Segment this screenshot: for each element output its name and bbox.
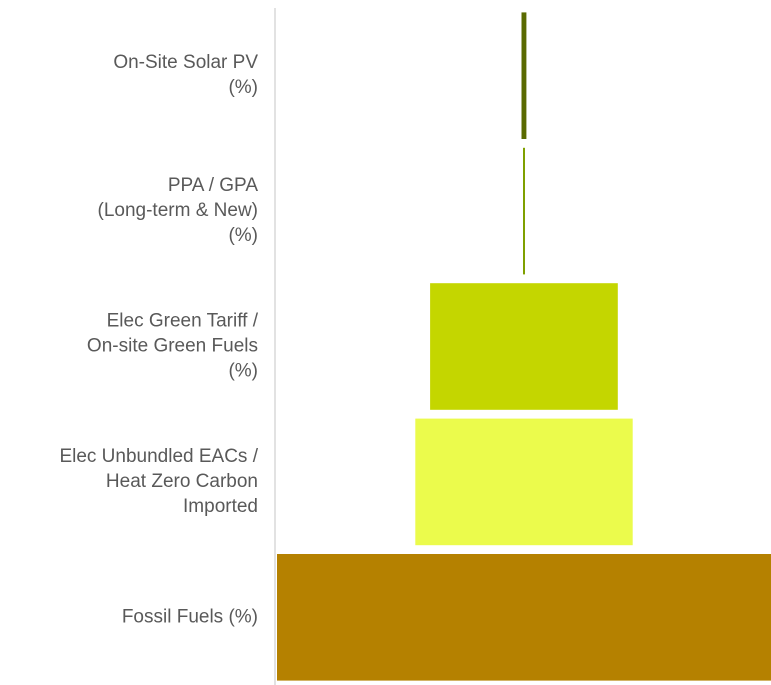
funnel-bar-5 bbox=[277, 554, 771, 681]
funnel-bars bbox=[277, 12, 771, 681]
category-label-line: (%) bbox=[228, 361, 258, 382]
funnel-bar-4 bbox=[415, 418, 633, 546]
funnel-bar-3 bbox=[430, 283, 618, 410]
category-label-line: On-site Green Fuels bbox=[87, 336, 258, 357]
category-label-1: On-Site Solar PV (%) bbox=[113, 52, 258, 98]
category-label-5: Fossil Fuels (%) bbox=[122, 606, 258, 627]
category-label-3: Elec Green Tariff / On-site Green Fuels (%… bbox=[87, 311, 259, 382]
category-label-line: (%) bbox=[228, 225, 258, 246]
category-label-line: Imported bbox=[183, 496, 258, 517]
category-labels: On-Site Solar PV (%) PPA / GPA (Long-term &… bbox=[59, 52, 258, 627]
category-label-line: (Long-term & New) bbox=[98, 200, 259, 221]
category-label-line: Elec Unbundled EACs / bbox=[59, 446, 258, 467]
category-label-line: Elec Green Tariff / bbox=[107, 311, 259, 332]
funnel-bar-1 bbox=[521, 12, 527, 139]
category-label-line: On-Site Solar PV bbox=[113, 52, 258, 73]
category-label-line: Fossil Fuels (%) bbox=[122, 606, 258, 627]
category-label-2: PPA / GPA (Long-term & New) (%) bbox=[98, 175, 259, 246]
funnel-bar-2 bbox=[523, 147, 525, 275]
category-label-line: Heat Zero Carbon bbox=[106, 471, 258, 492]
category-label-4: Elec Unbundled EACs / Heat Zero Carbon Imp… bbox=[59, 446, 258, 517]
category-label-line: (%) bbox=[228, 77, 258, 98]
category-label-line: PPA / GPA bbox=[168, 175, 258, 196]
